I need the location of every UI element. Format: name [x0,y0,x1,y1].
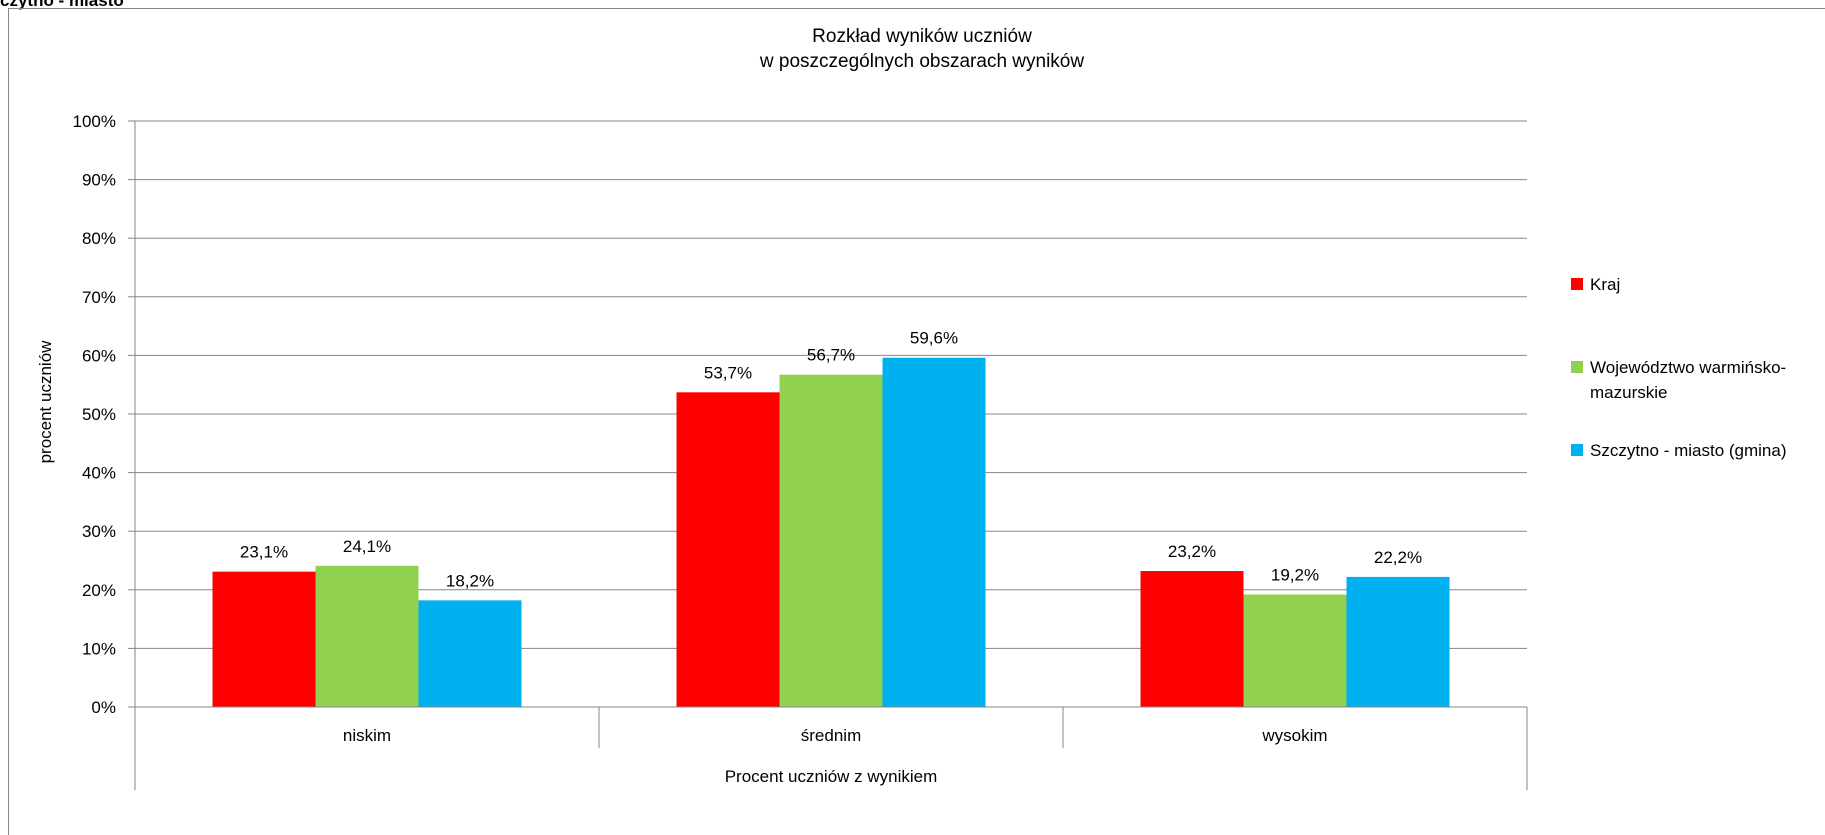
y-tick-label: 40% [82,464,116,483]
bar [1140,571,1244,707]
y-tick-label: 80% [82,229,116,248]
bars [212,357,1450,707]
x-axis-title: Procent uczniów z wynikiem [725,767,938,786]
data-label: 23,1% [240,543,288,562]
y-tick-label: 20% [82,581,116,600]
bar [1346,576,1450,707]
x-tick-label: niskim [343,726,391,745]
legend-swatch [1571,361,1583,373]
data-label: 59,6% [910,329,958,348]
y-tick-label: 70% [82,288,116,307]
axes: niskim średnim wysokim [134,121,1528,790]
chart-title: Rozkład wyników uczniów [812,26,1032,47]
x-tick-label: wysokim [1261,726,1327,745]
y-axis-title: procent uczniów [36,340,55,464]
chart-frame [8,8,1825,835]
bar [315,565,419,707]
bar [1243,594,1347,707]
legend-swatch [1571,278,1583,290]
legend-swatch [1571,444,1583,456]
gridlines: 0% 10% 20% 30% 40% 50% 60% 70% 80% 90% 100% [73,112,1527,717]
data-label: 56,7% [807,346,855,365]
y-tick-label: 60% [82,346,116,365]
y-tick-label: 90% [82,171,116,190]
page-header-label: czytno - miasto [0,0,124,10]
y-tick-label: 30% [82,522,116,541]
bar [418,600,522,707]
data-label: 18,2% [446,571,494,590]
legend-label: Województwo warmińsko- [1590,358,1786,377]
data-label: 23,2% [1168,542,1216,561]
data-label: 19,2% [1271,565,1319,584]
legend: Kraj Województwo warmińsko-mazurskie Szczy… [1571,275,1787,460]
data-label: 24,1% [343,537,391,556]
data-label: 53,7% [704,363,752,382]
bar [212,571,316,707]
x-tick-label: średnim [801,726,861,745]
data-labels: 23,1% 24,1% 18,2% 53,7% 56,7% 59,6% 23,2% 19,2%… [240,329,1422,591]
legend-label: Kraj [1590,275,1620,294]
y-tick-label: 100% [73,112,116,131]
chart-subtitle: w poszczególnych obszarach wyników [759,51,1084,72]
y-tick-label: 50% [82,405,116,424]
y-tick-label: 10% [82,639,116,658]
bar [882,357,986,707]
bar [779,374,883,707]
data-label: 22,2% [1374,548,1422,567]
legend-label: mazurskie [1590,383,1667,402]
y-tick-label: 0% [91,698,116,717]
legend-label: Szczytno - miasto (gmina) [1590,441,1787,460]
bar [676,392,780,707]
